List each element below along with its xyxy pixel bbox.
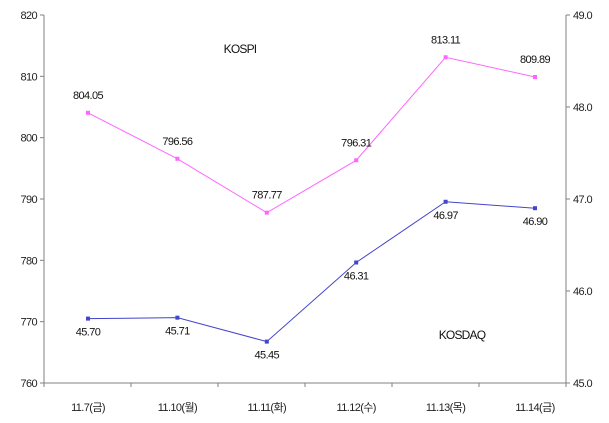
right-tick-label: 47.0 (573, 194, 592, 206)
series-line-kospi (87, 56, 536, 214)
right-tick-label: 46.0 (573, 286, 592, 298)
data-label: 787.77 (252, 190, 283, 202)
left-tick-label: 820 (20, 10, 37, 22)
data-point (264, 210, 269, 215)
x-tick-label: 11.7(금) (71, 402, 105, 414)
left-tick-label: 790 (20, 194, 37, 206)
x-tick-label: 11.13(목) (426, 401, 465, 414)
x-tick-label: 11.12(수) (337, 401, 376, 414)
data-point (175, 315, 180, 320)
x-tick-label: 11.10(월) (158, 401, 197, 414)
data-point (443, 55, 448, 60)
data-label: 45.70 (76, 327, 101, 339)
data-label: 46.31 (344, 270, 369, 282)
left-tick-label: 760 (20, 378, 37, 390)
data-label: 45.45 (255, 350, 280, 362)
data-label: 796.31 (341, 137, 372, 149)
data-point (175, 156, 180, 161)
data-point (86, 110, 90, 115)
data-label: 46.97 (433, 210, 458, 222)
data-label: 813.11 (431, 34, 461, 46)
left-tick-label: 810 (20, 71, 37, 83)
left-tick-label: 780 (20, 255, 37, 267)
right-tick-label: 49.0 (573, 10, 592, 22)
left-tick-label: 770 (20, 317, 37, 329)
data-point (533, 206, 537, 211)
data-label: 46.90 (523, 216, 548, 228)
data-label: 809.89 (520, 54, 551, 66)
data-point (354, 158, 359, 163)
x-tick-label: 11.11(화) (248, 401, 287, 414)
left-tick-label: 800 (20, 133, 37, 145)
data-point (264, 339, 269, 344)
data-point (86, 316, 90, 321)
data-label: 804.05 (73, 90, 104, 102)
data-point (533, 75, 537, 80)
data-label: 796.56 (162, 136, 193, 148)
right-tick-label: 45.0 (573, 378, 592, 390)
data-label: 45.71 (165, 326, 190, 338)
right-tick-label: 48.0 (573, 102, 592, 114)
series-line-kosdaq (87, 201, 536, 343)
data-point (443, 199, 448, 204)
series-name-kospi: KOSPI (224, 42, 257, 56)
series-name-kosdaq: KOSDAQ (439, 328, 486, 342)
data-point (354, 260, 359, 265)
x-tick-label: 11.14(금) (515, 402, 554, 414)
